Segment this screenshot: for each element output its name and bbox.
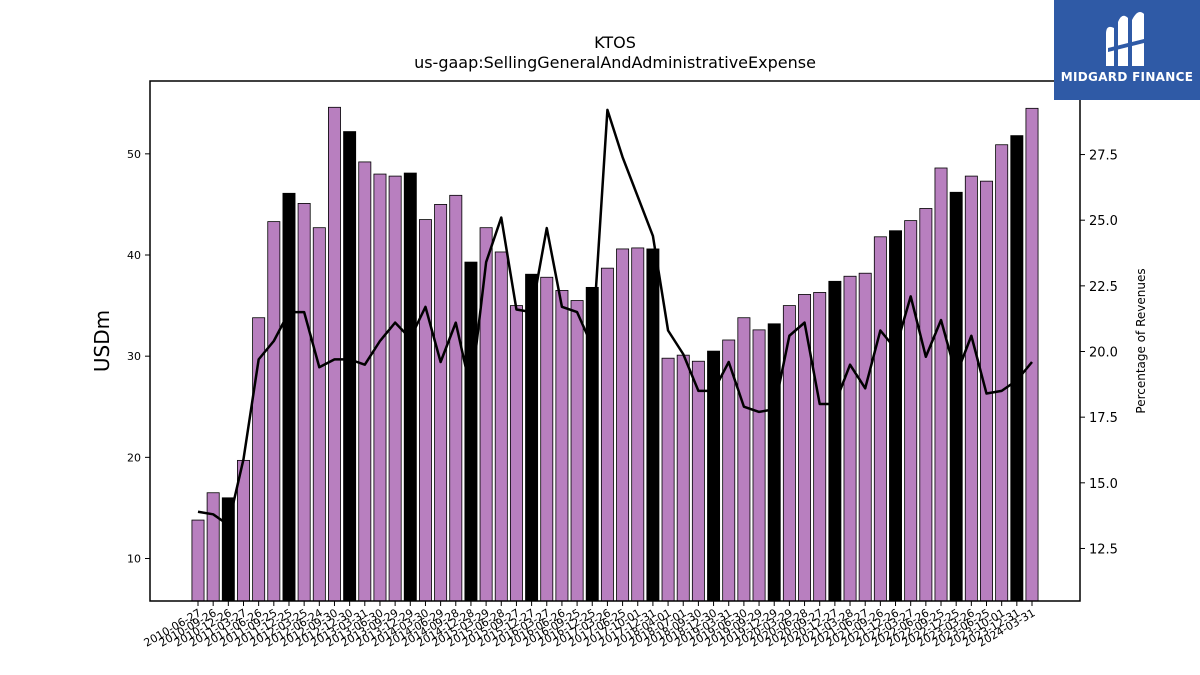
bar bbox=[737, 317, 751, 602]
series-line bbox=[197, 108, 1033, 527]
bar bbox=[1025, 107, 1039, 602]
bar bbox=[479, 227, 493, 602]
bar bbox=[418, 219, 432, 602]
y2-axis-label: Percentage of Revenues bbox=[1134, 268, 1148, 413]
bar bbox=[676, 354, 690, 602]
bar bbox=[388, 175, 402, 602]
bar bbox=[540, 276, 554, 602]
bar bbox=[191, 519, 205, 602]
bar bbox=[889, 230, 902, 602]
y-tick-label: 20 bbox=[127, 451, 141, 464]
bar bbox=[767, 323, 781, 602]
bar bbox=[646, 248, 660, 602]
bar bbox=[555, 290, 569, 602]
bar bbox=[434, 204, 448, 602]
bar bbox=[873, 236, 887, 602]
bar bbox=[631, 247, 645, 602]
bar bbox=[282, 192, 296, 602]
bar bbox=[691, 360, 705, 602]
chart-title: KTOS bbox=[594, 33, 636, 52]
bar bbox=[358, 161, 372, 602]
bar bbox=[525, 273, 539, 602]
y-tick-label: 30 bbox=[127, 350, 141, 363]
y2-tick-label: 17.5 bbox=[1089, 411, 1118, 426]
bar bbox=[494, 251, 508, 602]
bar bbox=[312, 227, 326, 602]
bar bbox=[509, 305, 523, 602]
y-tick-label: 40 bbox=[127, 249, 141, 262]
bar bbox=[449, 194, 463, 602]
bar bbox=[949, 191, 963, 602]
bar bbox=[206, 492, 220, 602]
bar bbox=[722, 339, 736, 602]
bar bbox=[464, 261, 478, 602]
bar bbox=[843, 275, 857, 602]
bar bbox=[600, 267, 614, 602]
bar bbox=[661, 357, 675, 602]
y-tick-label: 10 bbox=[127, 553, 141, 566]
bar bbox=[813, 292, 827, 602]
bar bbox=[1010, 135, 1024, 602]
bar bbox=[328, 106, 341, 602]
logo-mark-icon bbox=[1106, 12, 1148, 66]
bar bbox=[904, 220, 918, 602]
bar bbox=[995, 144, 1009, 602]
y2-tick-label: 27.5 bbox=[1089, 149, 1118, 164]
bar bbox=[934, 167, 948, 602]
bar bbox=[570, 300, 584, 602]
bar bbox=[373, 173, 387, 602]
bar bbox=[858, 272, 872, 602]
bar bbox=[267, 221, 281, 602]
logo-text: MIDGARD FINANCE bbox=[1060, 70, 1194, 84]
bar-group bbox=[191, 106, 1039, 602]
y2-tick-label: 22.5 bbox=[1089, 280, 1118, 295]
bar bbox=[828, 280, 842, 602]
y2-tick-label: 12.5 bbox=[1089, 542, 1118, 557]
bar bbox=[964, 175, 978, 602]
y-tick-label: 50 bbox=[127, 148, 141, 161]
bar bbox=[403, 172, 417, 602]
y-axis-label: USDm bbox=[90, 310, 114, 372]
brand-logo: MIDGARD FINANCE bbox=[1054, 0, 1200, 100]
bar bbox=[919, 208, 933, 602]
bar bbox=[221, 497, 235, 602]
chart-subtitle: us-gaap:SellingGeneralAndAdministrativeE… bbox=[414, 53, 816, 72]
bar bbox=[782, 305, 796, 602]
bar bbox=[343, 131, 357, 602]
plot-frame bbox=[149, 80, 1081, 602]
bar bbox=[297, 203, 311, 602]
y2-tick-label: 25.0 bbox=[1089, 214, 1118, 229]
y2-tick-label: 15.0 bbox=[1089, 477, 1118, 492]
bar bbox=[752, 329, 766, 602]
bar bbox=[616, 248, 630, 602]
line-group bbox=[197, 108, 1033, 527]
axes: 102030405012.515.017.520.022.525.027.520… bbox=[127, 80, 1118, 650]
y2-tick-label: 20.0 bbox=[1089, 346, 1118, 361]
